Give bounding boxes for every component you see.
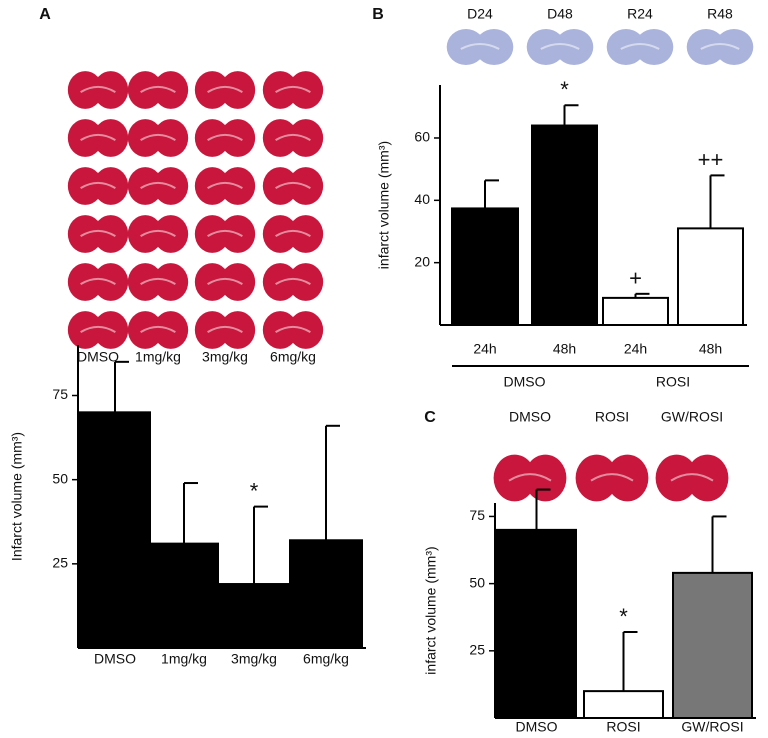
image-label: DMSO bbox=[77, 349, 119, 365]
brain-slice bbox=[80, 229, 116, 237]
brain-slice bbox=[508, 473, 552, 482]
brain-slice bbox=[590, 473, 634, 482]
x-tick-label: DMSO bbox=[516, 719, 558, 735]
brain-slice bbox=[140, 325, 176, 333]
brain-slice bbox=[275, 133, 311, 141]
brain-slice bbox=[670, 473, 714, 482]
y-tick-label: 60 bbox=[414, 129, 430, 145]
y-axis-label: infarct volume (mm³) bbox=[376, 141, 392, 269]
bar bbox=[602, 296, 669, 326]
y-tick-label: 25 bbox=[52, 555, 68, 571]
brain-slice bbox=[80, 325, 116, 333]
y-tick-label: 50 bbox=[469, 574, 485, 590]
bar bbox=[677, 227, 744, 326]
significance-marker: + bbox=[629, 266, 642, 291]
image-label: DMSO bbox=[509, 409, 551, 425]
image-label: ROSI bbox=[595, 409, 629, 425]
panel-label: B bbox=[372, 6, 384, 23]
brain-slice bbox=[275, 325, 311, 333]
brain-slice bbox=[207, 181, 243, 189]
significance-marker: * bbox=[250, 478, 259, 503]
image-label: D48 bbox=[547, 6, 573, 22]
bar bbox=[583, 690, 664, 719]
x-tick-label: 1mg/kg bbox=[161, 651, 207, 667]
brain-slice bbox=[80, 85, 116, 93]
bar bbox=[289, 539, 363, 649]
bar bbox=[217, 583, 291, 649]
x-tick-label: 24h bbox=[624, 341, 647, 357]
image-label: R24 bbox=[627, 6, 653, 22]
brain-slice bbox=[207, 229, 243, 237]
brain-section bbox=[620, 43, 660, 50]
image-label: R48 bbox=[707, 6, 733, 22]
x-tick-label: 24h bbox=[473, 341, 496, 357]
brain-slice bbox=[140, 277, 176, 285]
x-tick-label: DMSO bbox=[94, 651, 136, 667]
bar bbox=[451, 207, 519, 326]
brain-section bbox=[460, 43, 500, 50]
panel-label: A bbox=[39, 6, 51, 23]
brain-slice bbox=[140, 133, 176, 141]
brain-slice bbox=[207, 133, 243, 141]
y-tick-label: 75 bbox=[52, 386, 68, 402]
x-tick-label: 3mg/kg bbox=[231, 651, 277, 667]
y-tick-label: 25 bbox=[469, 642, 485, 658]
x-tick-label: 48h bbox=[699, 341, 722, 357]
y-tick-label: 75 bbox=[469, 507, 485, 523]
brain-slice bbox=[207, 325, 243, 333]
image-label: 6mg/kg bbox=[270, 349, 316, 365]
brain-slice bbox=[207, 277, 243, 285]
image-label: 3mg/kg bbox=[202, 349, 248, 365]
bar bbox=[149, 542, 219, 650]
image-label: D24 bbox=[467, 6, 493, 22]
x-tick-label: 48h bbox=[553, 341, 576, 357]
brain-slice bbox=[140, 229, 176, 237]
y-tick-label: 50 bbox=[52, 470, 68, 486]
brain-slice bbox=[140, 85, 176, 93]
brain-slice bbox=[80, 133, 116, 141]
brain-slice bbox=[275, 181, 311, 189]
bar bbox=[531, 124, 598, 326]
x-tick-label: 6mg/kg bbox=[303, 651, 349, 667]
brain-slice bbox=[275, 277, 311, 285]
bar bbox=[496, 528, 577, 719]
brain-slice bbox=[80, 181, 116, 189]
significance-marker: ++ bbox=[698, 147, 724, 172]
group-label: ROSI bbox=[656, 374, 690, 390]
y-tick-label: 20 bbox=[414, 253, 430, 269]
panel-label: C bbox=[424, 409, 436, 426]
brain-section bbox=[540, 43, 580, 50]
y-axis-label: Infarct volume (mm³) bbox=[9, 432, 25, 561]
image-label: GW/ROSI bbox=[661, 409, 723, 425]
group-label: DMSO bbox=[504, 374, 546, 390]
y-tick-label: 40 bbox=[414, 191, 430, 207]
y-axis-label: infarct volume (mm³) bbox=[423, 546, 439, 674]
brain-slice bbox=[207, 85, 243, 93]
x-tick-label: ROSI bbox=[606, 719, 640, 735]
brain-slice bbox=[80, 277, 116, 285]
bar bbox=[79, 411, 151, 650]
brain-slice bbox=[140, 181, 176, 189]
significance-marker: * bbox=[619, 604, 628, 629]
significance-marker: * bbox=[560, 77, 569, 102]
x-tick-label: GW/ROSI bbox=[681, 719, 743, 735]
bar bbox=[672, 571, 753, 719]
brain-section bbox=[700, 43, 740, 50]
image-label: 1mg/kg bbox=[135, 349, 181, 365]
brain-slice bbox=[275, 85, 311, 93]
brain-slice bbox=[275, 229, 311, 237]
